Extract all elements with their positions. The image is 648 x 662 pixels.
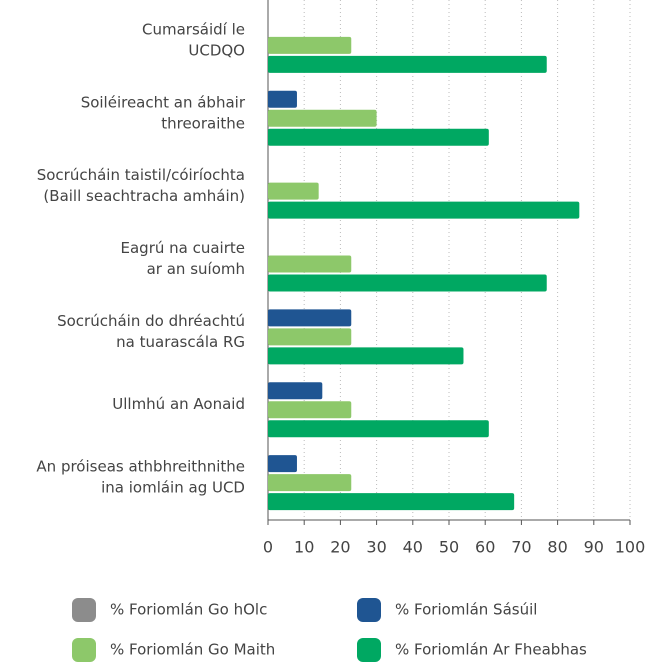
category-label: An próiseas athbhreithnithe: [36, 458, 245, 476]
legend-swatch: [72, 638, 96, 662]
bar: [268, 401, 352, 419]
bar: [268, 128, 489, 146]
category-label: Socrúcháin do dhréachtú: [57, 312, 245, 330]
legend-label: % Foriomlán Go hOlc: [110, 601, 267, 619]
bar: [268, 36, 352, 54]
legend-label: % Foriomlán Sásúil: [395, 601, 537, 619]
x-tick-label: 0: [263, 538, 273, 557]
category-label: Ullmhú an Aonaid: [112, 395, 245, 413]
legend-label: % Foriomlán Go Maith: [110, 641, 275, 659]
bar: [268, 474, 352, 492]
legend-swatch: [357, 598, 381, 622]
x-tick-label: 80: [547, 538, 567, 557]
bar: [268, 328, 352, 346]
category-label: Cumarsáidí le: [142, 20, 245, 38]
x-tick-label: 30: [366, 538, 386, 557]
category-label: Eagrú na cuairte: [121, 239, 246, 257]
category-label: ina iomláin ag UCD: [101, 479, 245, 497]
bar: [268, 55, 547, 73]
category-label: Socrúcháin taistil/cóiríochta: [37, 166, 245, 184]
bar: [268, 182, 319, 200]
bar: [268, 493, 515, 511]
x-tick-label: 90: [584, 538, 604, 557]
category-label: UCDQO: [188, 41, 245, 59]
x-tick-label: 60: [475, 538, 495, 557]
x-tick-label: 10: [294, 538, 314, 557]
category-label: threoraithe: [161, 114, 245, 132]
bar: [268, 309, 352, 327]
bar: [268, 90, 297, 108]
x-tick-label: 70: [511, 538, 531, 557]
category-label: na tuarascála RG: [116, 333, 245, 351]
category-label: Soiléireacht an ábhair: [81, 93, 246, 111]
bar: [268, 255, 352, 273]
x-tick-label: 20: [330, 538, 350, 557]
legend-swatch: [72, 598, 96, 622]
bar: [268, 420, 489, 438]
bar: [268, 455, 297, 473]
bar: [268, 274, 547, 292]
bar: [268, 382, 323, 400]
legend-label: % Foriomlán Ar Fheabhas: [395, 641, 587, 659]
x-tick-label: 40: [403, 538, 423, 557]
category-label: (Baill seachtracha amháin): [43, 187, 245, 205]
bar: [268, 201, 580, 219]
category-label: ar an suíomh: [147, 260, 245, 278]
x-tick-label: 100: [615, 538, 646, 557]
x-tick-label: 50: [439, 538, 459, 557]
bar: [268, 109, 377, 127]
bar: [268, 347, 464, 365]
legend-swatch: [357, 638, 381, 662]
